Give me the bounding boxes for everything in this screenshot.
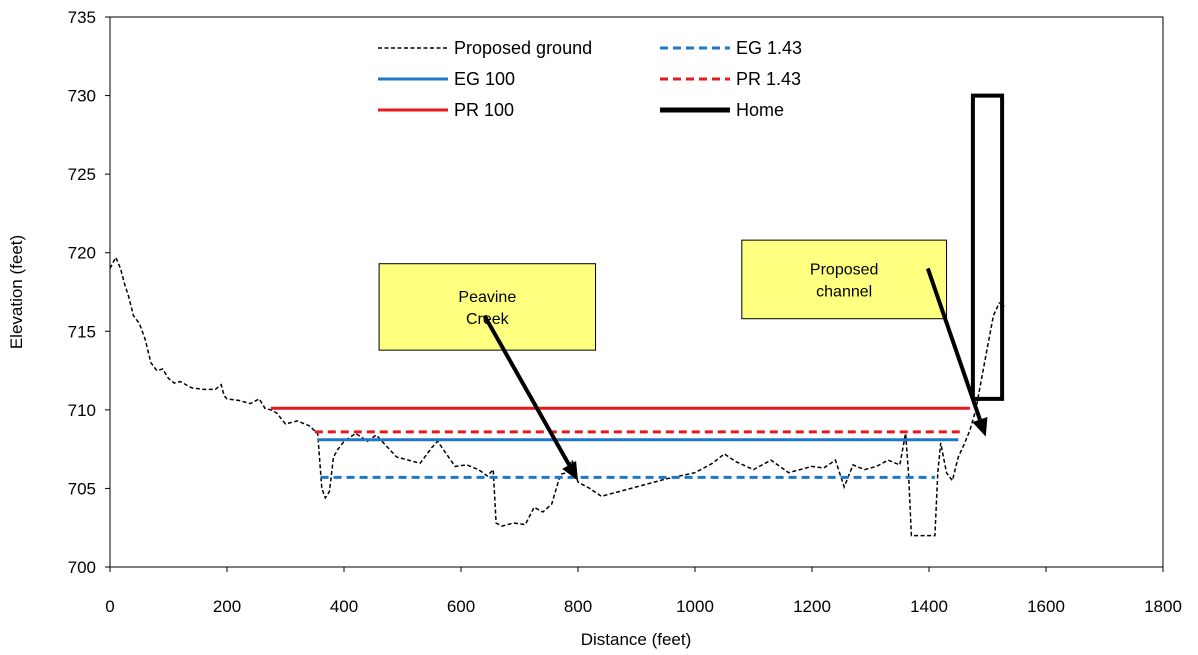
legend-label: Proposed ground bbox=[454, 38, 592, 58]
callout-box bbox=[378, 263, 597, 351]
x-tick-label: 400 bbox=[330, 597, 358, 616]
series-proposed-ground bbox=[110, 255, 1006, 537]
callout-arrowhead bbox=[972, 416, 988, 437]
x-tick-label: 1800 bbox=[1144, 597, 1182, 616]
y-tick-label: 705 bbox=[68, 479, 96, 498]
y-tick-label: 715 bbox=[68, 322, 96, 341]
x-tick-label: 1200 bbox=[793, 597, 831, 616]
series-home bbox=[970, 93, 1005, 401]
y-tick-label: 735 bbox=[68, 8, 96, 27]
x-tick-label: 1400 bbox=[910, 597, 948, 616]
callout-label: Proposed bbox=[810, 261, 879, 278]
x-tick-label: 1600 bbox=[1027, 597, 1065, 616]
legend-label: EG 1.43 bbox=[736, 38, 802, 58]
callout-arrow bbox=[482, 314, 571, 466]
x-tick-label: 200 bbox=[213, 597, 241, 616]
legend-label: PR 100 bbox=[454, 100, 514, 120]
x-tick-label: 1000 bbox=[676, 597, 714, 616]
x-tick-label: 0 bbox=[105, 597, 114, 616]
annotation-layer: PeavineCreekProposedchannel bbox=[378, 239, 988, 481]
y-tick-label: 725 bbox=[68, 165, 96, 184]
callout-box bbox=[741, 239, 948, 320]
x-tick-label: 600 bbox=[447, 597, 475, 616]
callout-label: Peavine bbox=[458, 289, 516, 306]
callout-arrow bbox=[925, 267, 982, 421]
plot-area-frame bbox=[109, 16, 1164, 568]
y-tick-label: 700 bbox=[68, 558, 96, 577]
callout-arrowhead bbox=[562, 460, 578, 481]
callout-label: channel bbox=[816, 283, 872, 300]
y-axis-title: Elevation (feet) bbox=[7, 235, 26, 349]
y-tick-label: 730 bbox=[68, 87, 96, 106]
legend: Proposed ground EG 1.43 EG 100 PR 1.43 PR 10… bbox=[378, 38, 802, 120]
legend-label: Home bbox=[736, 100, 784, 120]
legend-label: PR 1.43 bbox=[736, 69, 801, 89]
legend-label: EG 100 bbox=[454, 69, 515, 89]
series-layer bbox=[110, 93, 1006, 537]
y-axis-ticks: 700 705 710 715 720 725 730 735 bbox=[68, 8, 110, 577]
x-axis-ticks: 0 200 400 600 800 1000 1200 1400 1600 1800 bbox=[105, 567, 1182, 616]
x-axis-title: Distance (feet) bbox=[581, 630, 692, 649]
y-tick-label: 720 bbox=[68, 244, 96, 263]
x-tick-label: 800 bbox=[564, 597, 592, 616]
y-tick-label: 710 bbox=[68, 401, 96, 420]
